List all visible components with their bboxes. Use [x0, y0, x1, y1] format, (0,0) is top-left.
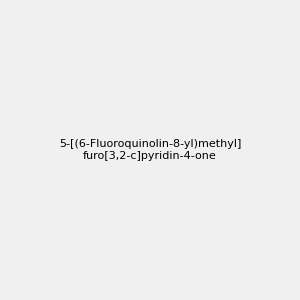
Text: 5-[(6-Fluoroquinolin-8-yl)methyl]
furo[3,2-c]pyridin-4-one: 5-[(6-Fluoroquinolin-8-yl)methyl] furo[3…	[59, 139, 241, 161]
